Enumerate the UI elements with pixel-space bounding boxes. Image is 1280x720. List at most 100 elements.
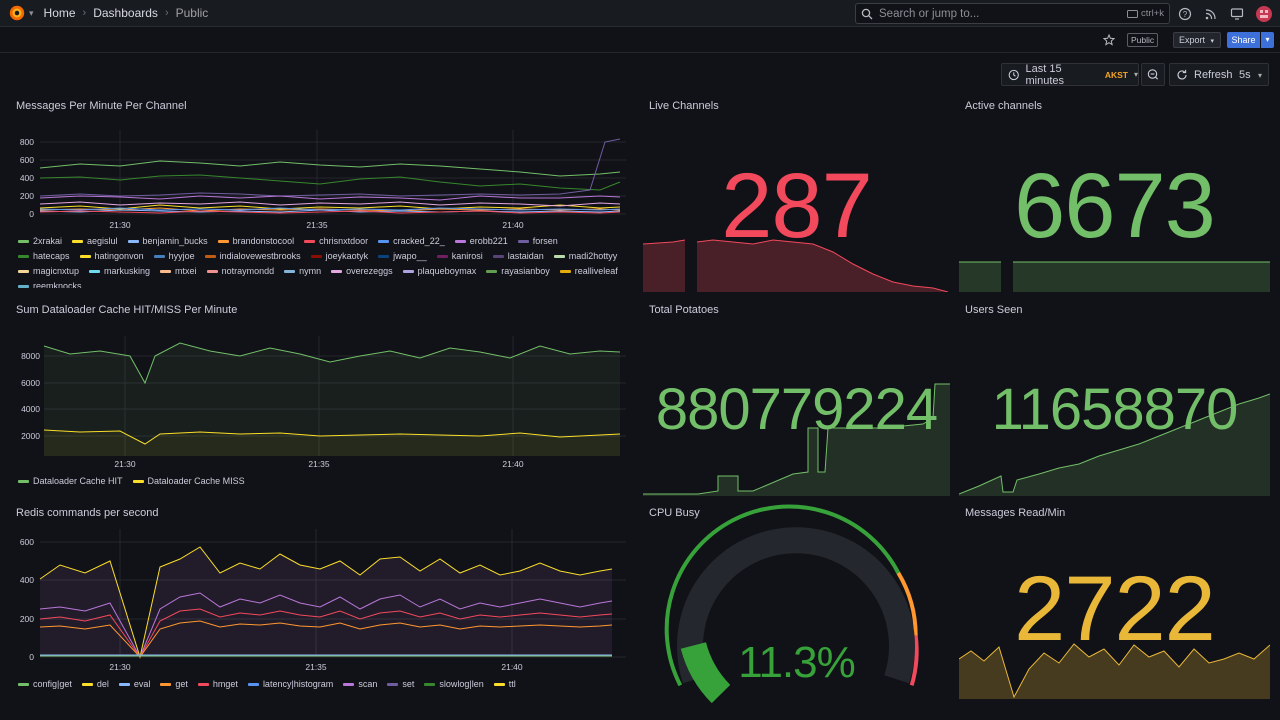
legend-item[interactable]: hyyjoe <box>153 251 195 261</box>
legend-item[interactable]: cracked_22_ <box>378 236 445 246</box>
legend-item[interactable]: del <box>81 679 109 689</box>
legend-item[interactable]: hmget <box>197 679 238 689</box>
legend-item[interactable]: chrisnxtdoor <box>304 236 368 246</box>
messages-read-value: 2722 <box>1014 558 1216 660</box>
legend-item[interactable]: plaqueboymax <box>402 266 476 276</box>
legend-item[interactable]: benjamin_bucks <box>127 236 208 246</box>
legend-swatch <box>18 682 29 686</box>
legend-item[interactable]: realliveleaf <box>559 266 618 276</box>
legend-swatch <box>118 682 130 686</box>
shortcut-label: ctrl+k <box>1141 8 1164 19</box>
legend-label: get <box>175 679 188 689</box>
time-range-picker[interactable]: Last 15 minutes AKST ▾ <box>1001 63 1139 87</box>
legend-item[interactable]: magicnxtup <box>18 266 79 276</box>
legend-swatch <box>132 479 144 483</box>
messages-timeseries-chart[interactable]: 800 600 400 200 0 21:30 21:35 21:40 <box>0 92 636 290</box>
legend-item[interactable]: config|get <box>18 679 72 689</box>
legend-item[interactable]: jwapo__ <box>378 251 427 261</box>
legend-label: latency|histogram <box>262 679 334 689</box>
search-input[interactable]: Search or jump to... ctrl+k <box>855 3 1170 24</box>
active-channels-value: 6673 <box>1014 155 1216 257</box>
grafana-logo-icon[interactable] <box>8 4 26 22</box>
legend-label: magicnxtup <box>33 266 80 276</box>
dataloader-timeseries-chart[interactable]: 8000 6000 4000 2000 21:30 21:35 21:40 <box>0 296 636 496</box>
breadcrumb-dashboards[interactable]: Dashboards <box>93 6 158 20</box>
legend-item[interactable]: hatecaps <box>18 251 70 261</box>
panel-live-channels: Live Channels 287 <box>643 92 950 292</box>
legend-item[interactable]: Dataloader Cache MISS <box>132 476 245 486</box>
legend-label: madi2hottyy <box>568 251 618 261</box>
breadcrumb-home[interactable]: Home <box>43 6 76 20</box>
legend-item[interactable]: kanirosi <box>436 251 483 261</box>
top-navbar: ▾ Home › Dashboards › Public Search or j… <box>0 0 1280 27</box>
y-tick-label: 200 <box>20 191 34 201</box>
chevron-down-icon: ▾ <box>1133 70 1138 79</box>
chevron-down-icon[interactable]: ▾ <box>29 7 34 18</box>
panel-title: Messages Read/Min <box>965 507 1066 519</box>
legend-label: Dataloader Cache HIT <box>33 476 123 486</box>
legend-item[interactable]: reemknocks <box>18 281 82 288</box>
legend-item[interactable]: madi2hottyy <box>553 251 618 261</box>
legend-item[interactable]: lastaidan <box>492 251 544 261</box>
series-line <box>39 608 613 658</box>
dashboard-toolbar: Public Export ▾ Share ▾ <box>0 27 1280 53</box>
legend-item[interactable]: set <box>387 679 414 689</box>
share-button[interactable]: Share <box>1227 32 1260 48</box>
share-dropdown-button[interactable]: ▾ <box>1261 32 1274 48</box>
series-line <box>39 210 621 214</box>
legend-item[interactable]: ttl <box>493 679 516 689</box>
legend-item[interactable]: slowlog|len <box>424 679 484 689</box>
avatar[interactable] <box>1256 5 1272 22</box>
legend-item[interactable]: aegislul <box>72 236 118 246</box>
legend-item[interactable]: nymn <box>284 266 321 276</box>
legend-item[interactable]: brandonstocool <box>217 236 294 246</box>
legend-item[interactable]: Dataloader Cache HIT <box>18 476 123 486</box>
legend-label: cracked_22_ <box>393 236 445 246</box>
grid <box>40 130 626 215</box>
legend-item[interactable]: notraymondd <box>206 266 274 276</box>
series-line-miss <box>43 429 621 445</box>
legend-item[interactable]: markusking <box>89 266 150 276</box>
breadcrumb-public: Public <box>175 6 209 20</box>
legend-item[interactable]: overezeggs <box>331 266 393 276</box>
messages-legend: 2xrakai aegislul benjamin_bucks brandonstoc… <box>18 236 618 288</box>
messages-read-sparkline <box>959 643 1270 699</box>
legend-item[interactable]: get <box>160 679 188 689</box>
help-icon[interactable]: ? <box>1178 7 1192 21</box>
legend-item[interactable]: latency|histogram <box>247 679 334 689</box>
legend-item[interactable]: forsen <box>517 236 558 246</box>
legend-item[interactable]: mtxei <box>160 266 197 276</box>
legend-item[interactable]: hatingonvon <box>79 251 144 261</box>
export-button[interactable]: Export ▾ <box>1173 32 1221 48</box>
panel-title: Messages Per Minute Per Channel <box>16 100 187 112</box>
x-tick-label: 21:30 <box>114 459 136 469</box>
zoom-out-icon <box>1147 69 1158 80</box>
legend-swatch <box>204 254 216 258</box>
legend-item[interactable]: 2xrakai <box>18 236 62 246</box>
series-line <box>39 174 621 191</box>
zoom-out-button[interactable] <box>1141 63 1165 86</box>
refresh-button[interactable]: Refresh 5s ▾ <box>1169 63 1269 86</box>
legend-item[interactable]: indialovewestbrooks <box>204 251 301 261</box>
monitor-icon[interactable] <box>1230 7 1244 21</box>
legend-item[interactable]: eval <box>118 679 150 689</box>
legend-label: del <box>96 679 109 689</box>
gauge-track <box>677 527 915 684</box>
legend-swatch <box>153 254 165 258</box>
star-icon[interactable] <box>1103 34 1115 46</box>
legend-swatch <box>18 284 29 288</box>
legend-label: forsen <box>532 236 558 246</box>
refresh-interval[interactable]: 5s <box>1239 69 1251 81</box>
series-line <box>39 195 621 201</box>
chevron-down-icon: ▾ <box>1210 38 1215 45</box>
chevron-down-icon: ▾ <box>1258 71 1263 80</box>
legend-item[interactable]: joeykaotyk <box>310 251 368 261</box>
legend-item[interactable]: erobb221 <box>454 236 508 246</box>
legend-item[interactable]: rayasianboy <box>486 266 550 276</box>
redis-timeseries-chart[interactable]: 600 400 200 0 21:30 21:35 21:40 <box>0 499 636 720</box>
rss-icon[interactable] <box>1204 7 1218 21</box>
panel-total-potatoes: Total Potatoes 880779224 <box>643 296 950 496</box>
refresh-label: Refresh <box>1194 68 1233 81</box>
legend-item[interactable]: scan <box>343 679 377 689</box>
dataloader-legend: Dataloader Cache HIT Dataloader Cache MIS… <box>18 476 618 486</box>
